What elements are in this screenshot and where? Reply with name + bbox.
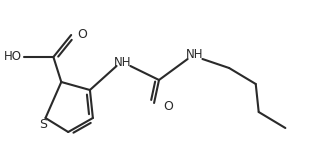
Text: NH: NH: [114, 56, 131, 68]
Text: S: S: [40, 118, 47, 132]
Text: O: O: [163, 100, 173, 114]
Text: O: O: [77, 28, 87, 40]
Text: HO: HO: [4, 50, 22, 64]
Text: NH: NH: [186, 48, 203, 61]
